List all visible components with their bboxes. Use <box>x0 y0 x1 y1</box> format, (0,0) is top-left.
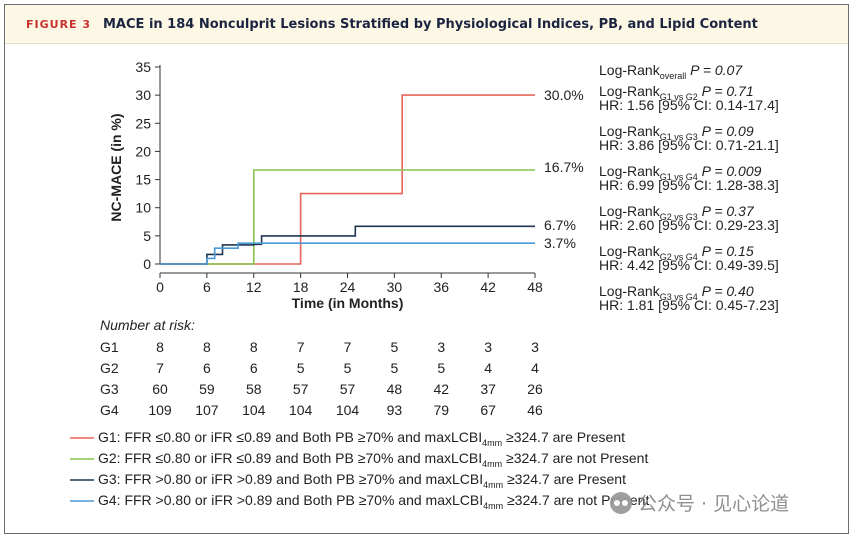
hazard-ratio-stat: HR: 4.42 [95% CI: 0.49-39.5] <box>599 257 779 273</box>
y-tick-label: 15 <box>135 172 151 188</box>
logrank-stat: Log-RankG1 vs G3 P = 0.09 <box>599 123 754 142</box>
legend-entry-g4: G4: FFR >0.80 or iFR >0.89 and Both PB ≥… <box>98 492 649 511</box>
series-line-g2 <box>160 169 535 265</box>
y-tick-label: 5 <box>143 228 151 244</box>
risk-table-cell: 7 <box>297 339 305 355</box>
legend-entry-g3: G3: FFR >0.80 or iFR >0.89 and Both PB ≥… <box>98 471 626 490</box>
hazard-ratio-stat: HR: 1.81 [95% CI: 0.45-7.23] <box>599 297 779 313</box>
y-tick-label: 35 <box>135 59 151 75</box>
risk-table-cell: 57 <box>340 381 356 397</box>
risk-table-cell: 5 <box>390 360 398 376</box>
series-line-g4 <box>160 242 535 265</box>
x-tick-label: 30 <box>387 279 403 295</box>
y-tick-label: 10 <box>135 200 151 216</box>
y-tick-label: 20 <box>135 143 151 159</box>
logrank-stat: Log-RankG3 vs G4 P = 0.40 <box>599 283 754 302</box>
y-axis-label: NC-MACE (in %) <box>108 113 124 221</box>
risk-table-cell: 60 <box>152 381 168 397</box>
risk-table-cell: 5 <box>297 360 305 376</box>
hazard-ratio-stat: HR: 2.60 [95% CI: 0.29-23.3] <box>599 217 779 233</box>
logrank-stat: Log-RankG2 vs G3 P = 0.37 <box>599 203 755 222</box>
risk-table-cell: 79 <box>433 402 449 418</box>
risk-table-cell: 104 <box>336 402 360 418</box>
risk-table-cell: 3 <box>437 339 445 355</box>
y-tick-label: 25 <box>135 115 151 131</box>
hazard-ratio-stat: HR: 6.99 [95% CI: 1.28-38.3] <box>599 177 779 193</box>
logrank-stat: Log-Rankoverall P = 0.07 <box>599 62 743 81</box>
risk-row-group-label: G3 <box>100 381 119 397</box>
risk-table-cell: 46 <box>527 402 543 418</box>
figure-header: FIGURE 3 MACE in 184 Nonculprit Lesions … <box>5 5 848 44</box>
risk-table-title: Number at risk: <box>100 317 195 333</box>
risk-table-cell: 37 <box>480 381 496 397</box>
risk-row-group-label: G1 <box>100 339 119 355</box>
risk-table-cell: 48 <box>387 381 403 397</box>
logrank-stat: Log-RankG1 vs G4 P = 0.009 <box>599 163 762 182</box>
risk-row-group-label: G4 <box>100 402 119 418</box>
risk-table-cell: 109 <box>148 402 172 418</box>
legend-entry-g1: G1: FFR ≤0.80 or iFR ≤0.89 and Both PB ≥… <box>98 429 625 448</box>
x-tick-label: 18 <box>293 279 309 295</box>
risk-table-cell: 5 <box>437 360 445 376</box>
hazard-ratio-stat: HR: 1.56 [95% CI: 0.14-17.4] <box>599 97 779 113</box>
series-end-label-g3: 6.7% <box>544 217 576 233</box>
risk-table-cell: 7 <box>156 360 164 376</box>
risk-table-cell: 57 <box>293 381 309 397</box>
risk-table-cell: 26 <box>527 381 543 397</box>
risk-table-cell: 6 <box>203 360 211 376</box>
series-end-label-g1: 30.0% <box>544 87 584 103</box>
risk-row-group-label: G2 <box>100 360 119 376</box>
logrank-stat: Log-RankG1 vs G2 P = 0.71 <box>599 83 754 102</box>
x-tick-label: 6 <box>203 279 211 295</box>
figure-frame: FIGURE 3 MACE in 184 Nonculprit Lesions … <box>4 4 849 534</box>
figure-title: MACE in 184 Nonculprit Lesions Stratifie… <box>103 17 758 32</box>
risk-table-cell: 4 <box>484 360 492 376</box>
risk-table-cell: 42 <box>433 381 449 397</box>
x-tick-label: 12 <box>246 279 262 295</box>
risk-table-cell: 4 <box>531 360 539 376</box>
series-end-label-g4: 3.7% <box>544 235 576 251</box>
x-tick-label: 48 <box>527 279 543 295</box>
watermark: 公众号 · 见心论道 <box>610 489 789 516</box>
x-tick-label: 24 <box>340 279 356 295</box>
risk-table-cell: 8 <box>203 339 211 355</box>
wechat-icon <box>610 491 632 514</box>
logrank-stat: Log-RankG2 vs G4 P = 0.15 <box>599 243 754 262</box>
risk-table-cell: 104 <box>242 402 266 418</box>
x-tick-label: 36 <box>433 279 449 295</box>
risk-table-cell: 107 <box>195 402 219 418</box>
series-end-label-g2: 16.7% <box>544 159 584 175</box>
risk-table-cell: 58 <box>246 381 262 397</box>
risk-table-cell: 3 <box>531 339 539 355</box>
x-axis-label: Time (in Months) <box>292 295 404 311</box>
risk-table-cell: 104 <box>289 402 313 418</box>
risk-table-cell: 7 <box>344 339 352 355</box>
risk-table-cell: 3 <box>484 339 492 355</box>
risk-table-cell: 5 <box>390 339 398 355</box>
hazard-ratio-stat: HR: 3.86 [95% CI: 0.71-21.1] <box>599 137 779 153</box>
risk-table-cell: 59 <box>199 381 215 397</box>
x-tick-label: 0 <box>156 279 164 295</box>
risk-table-cell: 8 <box>250 339 258 355</box>
x-tick-label: 42 <box>480 279 496 295</box>
legend-entry-g2: G2: FFR ≤0.80 or iFR ≤0.89 and Both PB ≥… <box>98 450 648 469</box>
watermark-text: 公众号 · 见心论道 <box>638 493 790 515</box>
y-tick-label: 30 <box>135 87 151 103</box>
risk-table-cell: 93 <box>387 402 403 418</box>
risk-table-cell: 5 <box>344 360 352 376</box>
figure-label: FIGURE 3 <box>26 18 92 31</box>
series-line-g3 <box>160 225 535 265</box>
risk-table-cell: 8 <box>156 339 164 355</box>
risk-table-cell: 6 <box>250 360 258 376</box>
series-line-g1 <box>160 94 535 265</box>
y-tick-label: 0 <box>143 256 151 272</box>
risk-table-cell: 67 <box>480 402 496 418</box>
